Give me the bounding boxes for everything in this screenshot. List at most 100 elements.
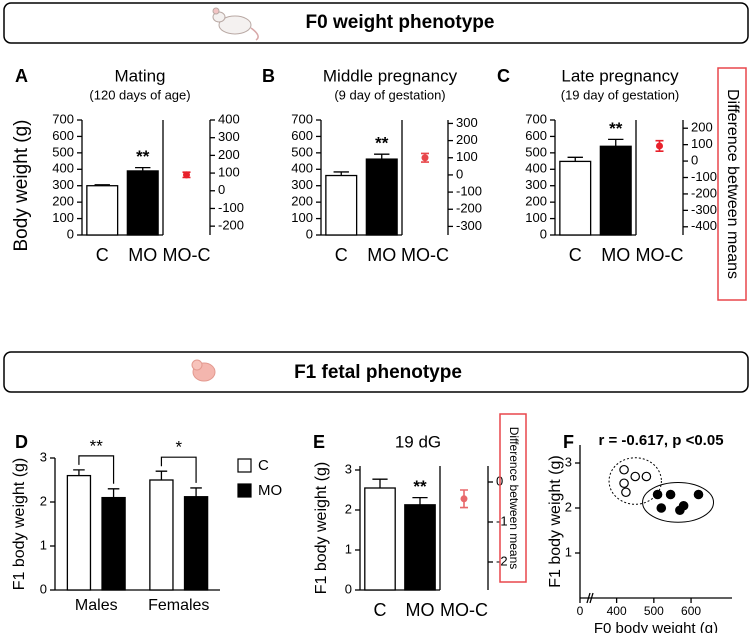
panel-label: B <box>262 66 275 86</box>
y2-tick-label: -200 <box>218 218 244 233</box>
y-tick-label: 0 <box>345 581 352 596</box>
x-tick-label: C <box>335 245 348 265</box>
chart-subtitle: (120 days of age) <box>89 87 190 102</box>
difference-point <box>183 171 190 179</box>
y-tick-label: 2 <box>40 493 47 508</box>
y-tick-label: 300 <box>52 177 74 192</box>
y2-tick-label: -200 <box>456 201 482 216</box>
y-tick-label: 2 <box>345 501 352 516</box>
error-bar <box>94 184 110 186</box>
difference-point <box>421 154 429 162</box>
legend-label: C <box>258 457 269 474</box>
x-tick-label: C <box>374 600 387 620</box>
x-tick-label: Females <box>148 597 209 614</box>
error-bar <box>190 487 202 497</box>
y2-tick-label: -200 <box>691 185 717 200</box>
y2-tick-label: 300 <box>456 115 478 130</box>
y2-tick-label: 200 <box>456 132 478 147</box>
header-title: F1 fetal phenotype <box>294 362 462 383</box>
bar <box>325 174 358 236</box>
error-bar <box>135 166 151 171</box>
point <box>656 503 667 513</box>
y2-tick-label: -1 <box>496 513 508 528</box>
y-tick-label: 1 <box>565 544 572 559</box>
y2-tick-label: 100 <box>218 165 240 180</box>
point <box>693 489 704 500</box>
panel-label: D <box>15 432 28 452</box>
bar <box>364 487 396 591</box>
x-tick-label: MO <box>601 245 630 265</box>
legend-swatch <box>237 458 252 473</box>
panel-label: E <box>313 432 325 452</box>
significance: ** <box>375 134 389 153</box>
y-tick-label: 1 <box>345 541 352 556</box>
y-tick-label: 1 <box>40 537 47 552</box>
significance: ** <box>136 147 150 166</box>
y2-tick-label: 100 <box>691 136 713 151</box>
x-tick-label: MO-C <box>163 245 211 265</box>
y-tick-label: 700 <box>291 111 313 126</box>
bar <box>149 479 174 591</box>
y2-label-box <box>499 413 527 583</box>
x-tick-label: Males <box>75 597 118 614</box>
point <box>641 471 652 482</box>
y-tick-label: 400 <box>525 161 547 176</box>
x-tick-label: MO <box>367 245 396 265</box>
bracket <box>160 456 197 483</box>
point <box>652 489 663 500</box>
y-tick-label: 300 <box>525 177 547 192</box>
error-bar <box>372 478 388 488</box>
axis-break <box>586 592 591 604</box>
bar <box>183 496 209 591</box>
chart-subtitle: (9 day of gestation) <box>334 87 445 102</box>
point <box>621 487 631 498</box>
y2-tick-label: 200 <box>691 120 713 135</box>
bar <box>559 160 592 236</box>
y2-tick-label: 300 <box>218 129 240 144</box>
error-bar <box>608 138 624 147</box>
header-box <box>3 2 749 44</box>
point <box>630 471 641 482</box>
chart-title: Middle pregnancy <box>323 66 458 85</box>
bar <box>365 158 398 236</box>
axis-break <box>589 592 594 604</box>
panel-label: F <box>563 432 574 452</box>
panel-label: A <box>15 66 28 86</box>
y2-tick-label: -400 <box>691 218 717 233</box>
y-tick-label: 0 <box>306 226 313 241</box>
point <box>619 478 629 489</box>
y2-axis-title: Difference between means <box>724 89 741 279</box>
header-box <box>3 351 749 393</box>
y-tick-label: 200 <box>291 194 313 209</box>
error-bar <box>374 153 390 160</box>
y2-tick-label: 100 <box>456 149 478 164</box>
y-tick-label: 100 <box>52 210 74 225</box>
point <box>678 500 689 511</box>
bracket <box>78 455 115 484</box>
y-tick-label: 0 <box>540 226 547 241</box>
error-bar <box>567 156 583 162</box>
x-tick-label: MO-C <box>401 245 449 265</box>
y-tick-label: 600 <box>52 128 74 143</box>
significance: ** <box>609 119 623 138</box>
x-tick-label: 400 <box>607 604 627 618</box>
y-tick-label: 300 <box>291 177 313 192</box>
y2-tick-label: 0 <box>218 182 225 197</box>
y2-tick-label: 200 <box>218 147 240 162</box>
x-tick-label: MO <box>128 245 157 265</box>
error-bar <box>412 496 428 505</box>
x-tick-label: MO-C <box>440 600 488 620</box>
y-tick-label: 500 <box>52 144 74 159</box>
y2-label-box <box>717 67 747 301</box>
x-tick-label: 0 <box>577 604 584 618</box>
y2-tick-label: 0 <box>691 153 698 168</box>
y-tick-label: 600 <box>525 128 547 143</box>
y2-tick-label: -100 <box>218 200 244 215</box>
error-bar <box>107 488 120 498</box>
y-tick-label: 100 <box>291 210 313 225</box>
bar <box>66 474 92 591</box>
bar <box>404 504 436 591</box>
x-tick-label: MO <box>406 600 435 620</box>
annotation: r = -0.617, p <0.05 <box>598 432 723 449</box>
y-tick-label: 400 <box>291 161 313 176</box>
